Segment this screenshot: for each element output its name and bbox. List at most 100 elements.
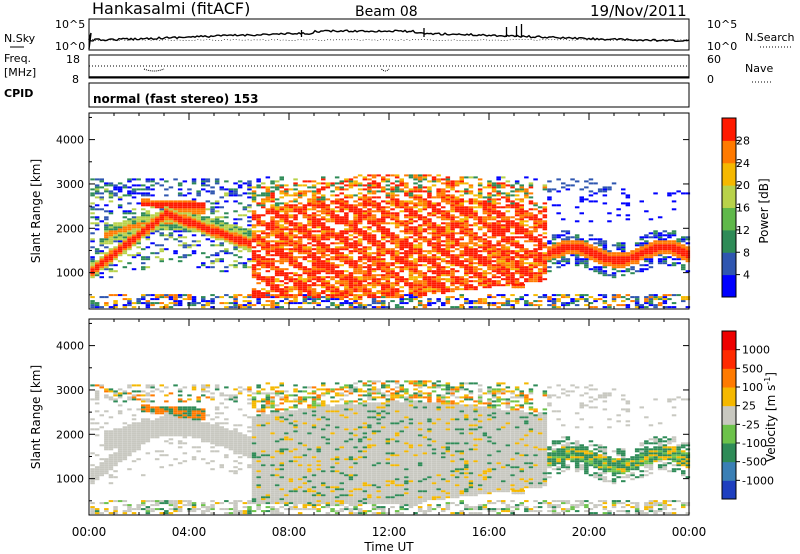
power-cell	[270, 288, 275, 291]
colorbar-segment	[722, 207, 736, 231]
power-cell	[270, 226, 275, 229]
power-cell	[316, 292, 321, 295]
power-cell	[427, 220, 432, 223]
power-cell	[353, 230, 358, 233]
power-cell	[127, 304, 132, 307]
power-cell	[353, 216, 358, 219]
power-cell	[113, 250, 118, 253]
power-cell	[325, 258, 331, 261]
power-cell	[108, 270, 114, 273]
power-cell	[505, 278, 511, 281]
power-cell	[436, 286, 441, 289]
power-cell	[210, 186, 215, 189]
power-cell	[574, 248, 580, 251]
power-cell	[528, 234, 534, 237]
power-cell	[187, 212, 192, 215]
power-cell	[261, 200, 266, 203]
power-cell	[408, 296, 414, 299]
power-cell	[422, 202, 428, 205]
power-cell	[468, 214, 474, 217]
power-cell	[261, 204, 266, 207]
power-cell	[413, 280, 418, 283]
power-cell	[501, 246, 506, 249]
power-cell	[404, 182, 409, 185]
power-cell	[616, 254, 621, 257]
power-cell	[187, 296, 192, 299]
power-cell	[473, 288, 478, 291]
power-cell	[524, 188, 529, 191]
power-cell	[570, 246, 575, 249]
power-cell	[524, 210, 529, 213]
power-cell	[385, 294, 391, 297]
power-cell	[417, 270, 423, 273]
velocity-cell	[117, 444, 123, 447]
power-cell	[214, 222, 220, 225]
power-cell	[302, 302, 308, 305]
velocity-cell	[154, 410, 160, 413]
power-cell	[385, 262, 391, 265]
velocity-cell	[150, 510, 155, 513]
power-cell	[117, 248, 123, 251]
velocity-cell	[108, 442, 114, 445]
power-cell	[501, 268, 506, 271]
power-cell	[228, 190, 234, 193]
power-cell	[339, 240, 344, 243]
power-cell	[404, 174, 409, 177]
power-cell	[90, 256, 95, 259]
power-cell	[588, 220, 594, 223]
power-cell	[94, 216, 100, 219]
power-cell	[270, 294, 275, 297]
power-cell	[256, 302, 261, 305]
power-cell	[477, 274, 483, 277]
power-cell	[477, 178, 483, 181]
power-cell	[353, 266, 358, 269]
power-cell	[164, 234, 169, 237]
power-cell	[228, 188, 234, 191]
power-cell	[570, 254, 575, 257]
power-cell	[436, 248, 441, 251]
power-cell	[164, 204, 169, 207]
power-cell	[514, 190, 520, 193]
power-cell	[634, 252, 640, 255]
power-cell	[302, 232, 308, 235]
power-cell	[417, 250, 423, 253]
power-cell	[334, 252, 340, 255]
power-cell	[127, 300, 132, 303]
velocity-cell	[94, 474, 100, 477]
power-cell	[242, 192, 248, 195]
power-cell	[505, 300, 511, 303]
power-cell	[288, 216, 294, 219]
power-cell	[353, 212, 358, 215]
power-cell	[284, 282, 289, 285]
velocity-cell	[104, 446, 109, 449]
power-cell	[514, 252, 520, 255]
power-cell	[436, 240, 441, 243]
power-cell	[491, 200, 497, 203]
power-cell	[441, 248, 446, 251]
power-cell	[681, 258, 686, 261]
power-cell	[533, 208, 538, 211]
velocity-cell	[136, 440, 141, 443]
velocity-cell	[164, 440, 169, 443]
power-cell	[542, 214, 548, 217]
power-cell	[630, 300, 635, 303]
power-cell	[131, 256, 137, 259]
velocity-cell	[131, 438, 137, 441]
power-cell	[399, 294, 404, 297]
power-cell	[519, 214, 524, 217]
power-cell	[113, 270, 118, 273]
power-cell	[177, 200, 183, 203]
power-cell	[464, 220, 469, 223]
power-cell	[685, 238, 691, 241]
power-cell	[524, 258, 529, 261]
power-cell	[131, 192, 137, 195]
power-cell	[482, 186, 488, 189]
power-cell	[113, 256, 118, 259]
power-cell	[251, 224, 257, 227]
velocity-cell	[164, 454, 169, 457]
power-cell	[94, 266, 100, 269]
power-cell	[164, 216, 169, 219]
power-cell	[136, 220, 141, 223]
power-cell	[648, 256, 654, 259]
power-cell	[224, 252, 229, 255]
